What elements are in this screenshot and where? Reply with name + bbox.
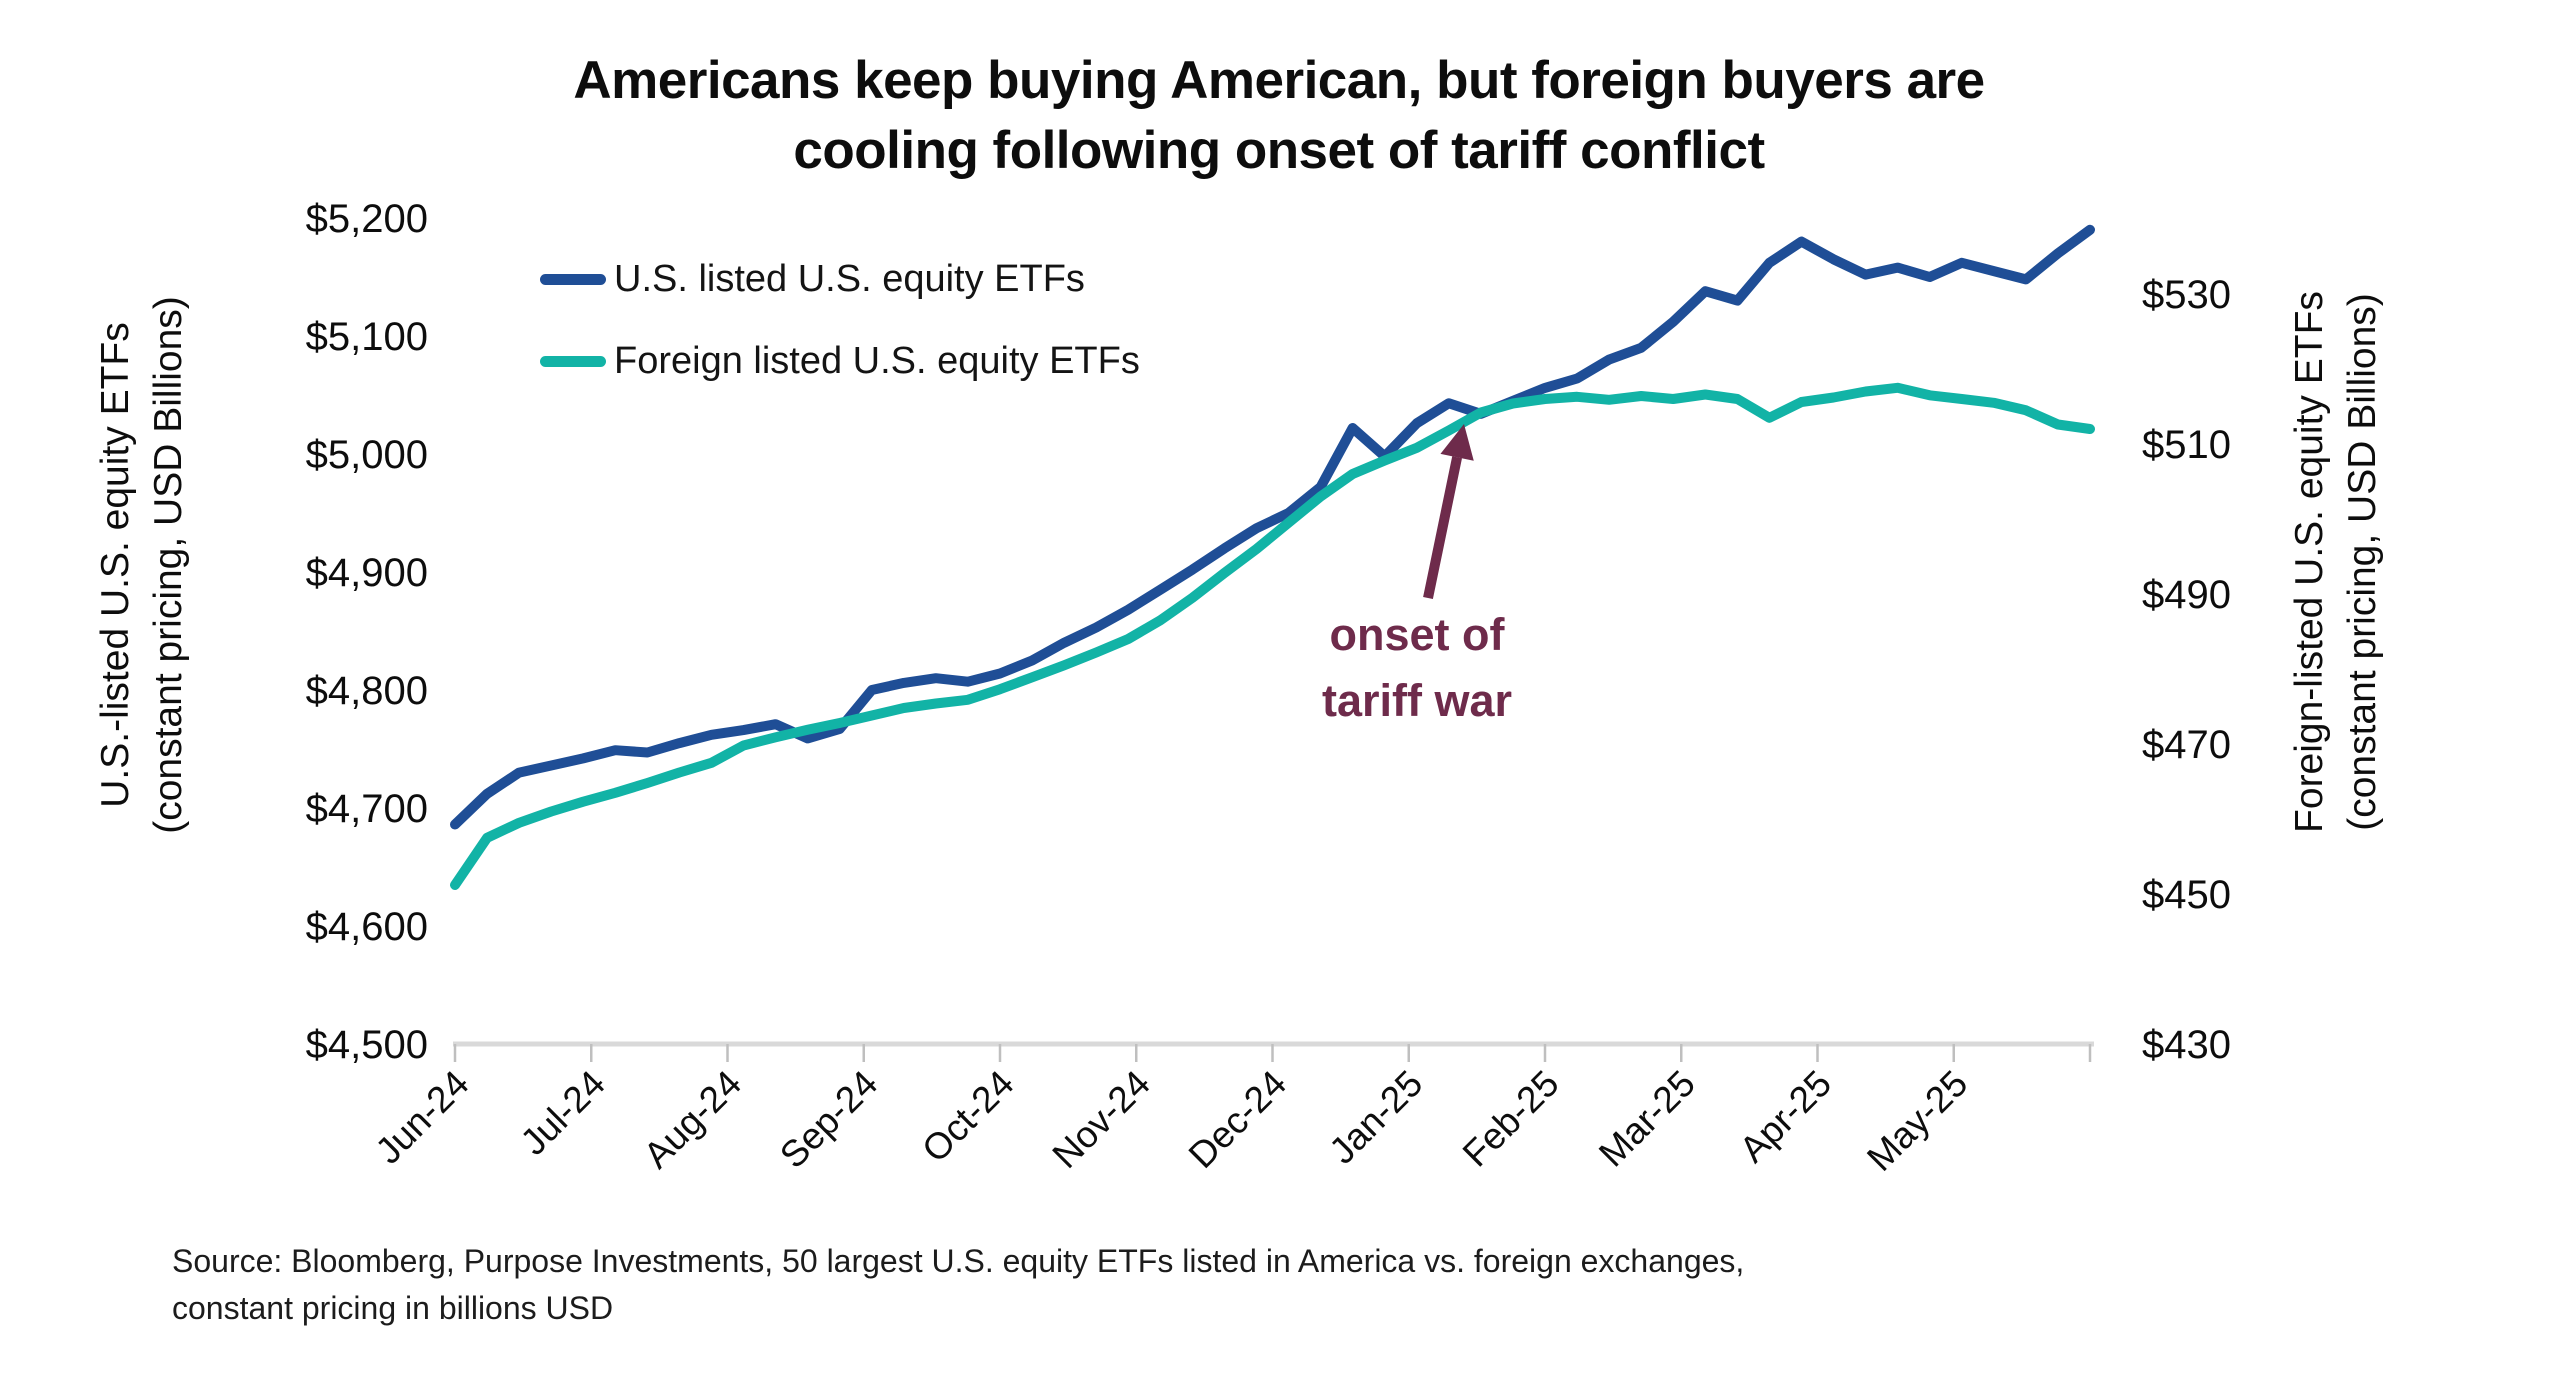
x-axis-label: May-25 (1859, 1063, 1975, 1179)
left-axis-tick-label: $5,000 (306, 433, 428, 477)
left-axis-tick-label: $4,700 (306, 787, 428, 831)
annotation-arrow-head (1440, 424, 1474, 461)
x-axis-label: Oct-24 (914, 1063, 1022, 1171)
source-note: Source: Bloomberg, Purpose Investments, … (172, 1238, 1744, 1332)
chart-title-line2: cooling following onset of tariff confli… (793, 121, 1765, 180)
right-axis-tick-label: $490 (2142, 573, 2231, 617)
x-axis-label: Apr-25 (1732, 1063, 1840, 1171)
right-axis-title: Foreign-listed U.S. equity ETFs (constan… (2283, 82, 2389, 1042)
x-axis-label: Mar-25 (1591, 1063, 1703, 1175)
chart-title-line1: Americans keep buying American, but fore… (573, 51, 1985, 110)
x-axis-label: Jun-24 (368, 1063, 477, 1172)
left-axis-tick-label: $5,100 (306, 315, 428, 359)
foreign-listed-line-swatch (540, 355, 606, 367)
right-axis-tick-label: $530 (2142, 273, 2231, 317)
us-listed-series-line (450, 224, 2095, 830)
legend-label-us-listed: U.S. listed U.S. equity ETFs (614, 257, 1085, 300)
left-axis-tick-label: $4,600 (306, 905, 428, 949)
legend-item-us-listed: U.S. listed U.S. equity ETFs (540, 238, 1140, 320)
chart-title: Americans keep buying American, but fore… (0, 46, 2558, 186)
left-axis-tick-label: $4,900 (306, 551, 428, 595)
legend-item-foreign-listed: Foreign listed U.S. equity ETFs (540, 320, 1140, 402)
right-axis-tick-label: $510 (2142, 423, 2231, 467)
x-axis-label: Jan-25 (1321, 1063, 1430, 1172)
right-axis-tick-label: $430 (2142, 1023, 2231, 1067)
annotation-tariff-war: onset of tariff war (1322, 602, 1512, 734)
source-line2: constant pricing in billions USD (172, 1290, 614, 1326)
left-axis-title-line2: (constant pricing, USD Billions) (147, 296, 190, 834)
source-line1: Source: Bloomberg, Purpose Investments, … (172, 1243, 1745, 1279)
annotation-arrow-shaft (1423, 456, 1463, 600)
annotation-line2: tariff war (1321, 675, 1513, 726)
x-axis-label: Aug-24 (636, 1063, 749, 1176)
annotation-line1: onset of (1329, 609, 1505, 660)
left-axis-tick-label: $5,200 (306, 197, 428, 241)
left-axis-title: U.S.-listed U.S. equity ETFs (constant p… (89, 85, 195, 1045)
right-axis-tick-label: $470 (2142, 723, 2231, 767)
x-axis-label: Nov-24 (1045, 1063, 1158, 1176)
x-axis-label: Feb-25 (1455, 1063, 1567, 1175)
left-axis-tick-label: $4,500 (306, 1023, 428, 1067)
right-axis-tick-label: $450 (2142, 873, 2231, 917)
x-axis-label: Sep-24 (772, 1063, 885, 1176)
legend: U.S. listed U.S. equity ETFs Foreign lis… (540, 238, 1140, 402)
legend-label-foreign-listed: Foreign listed U.S. equity ETFs (614, 339, 1140, 382)
foreign-listed-series-line (450, 382, 2095, 890)
us-listed-line-swatch (540, 273, 606, 285)
left-axis-tick-label: $4,800 (306, 669, 428, 713)
left-axis-title-line1: U.S.-listed U.S. equity ETFs (94, 322, 137, 808)
right-axis-title-line1: Foreign-listed U.S. equity ETFs (2288, 291, 2331, 833)
right-axis-title-line2: (constant pricing, USD Billions) (2341, 293, 2384, 831)
x-axis-label: Dec-24 (1181, 1063, 1294, 1176)
x-axis-label: Jul-24 (513, 1063, 613, 1163)
